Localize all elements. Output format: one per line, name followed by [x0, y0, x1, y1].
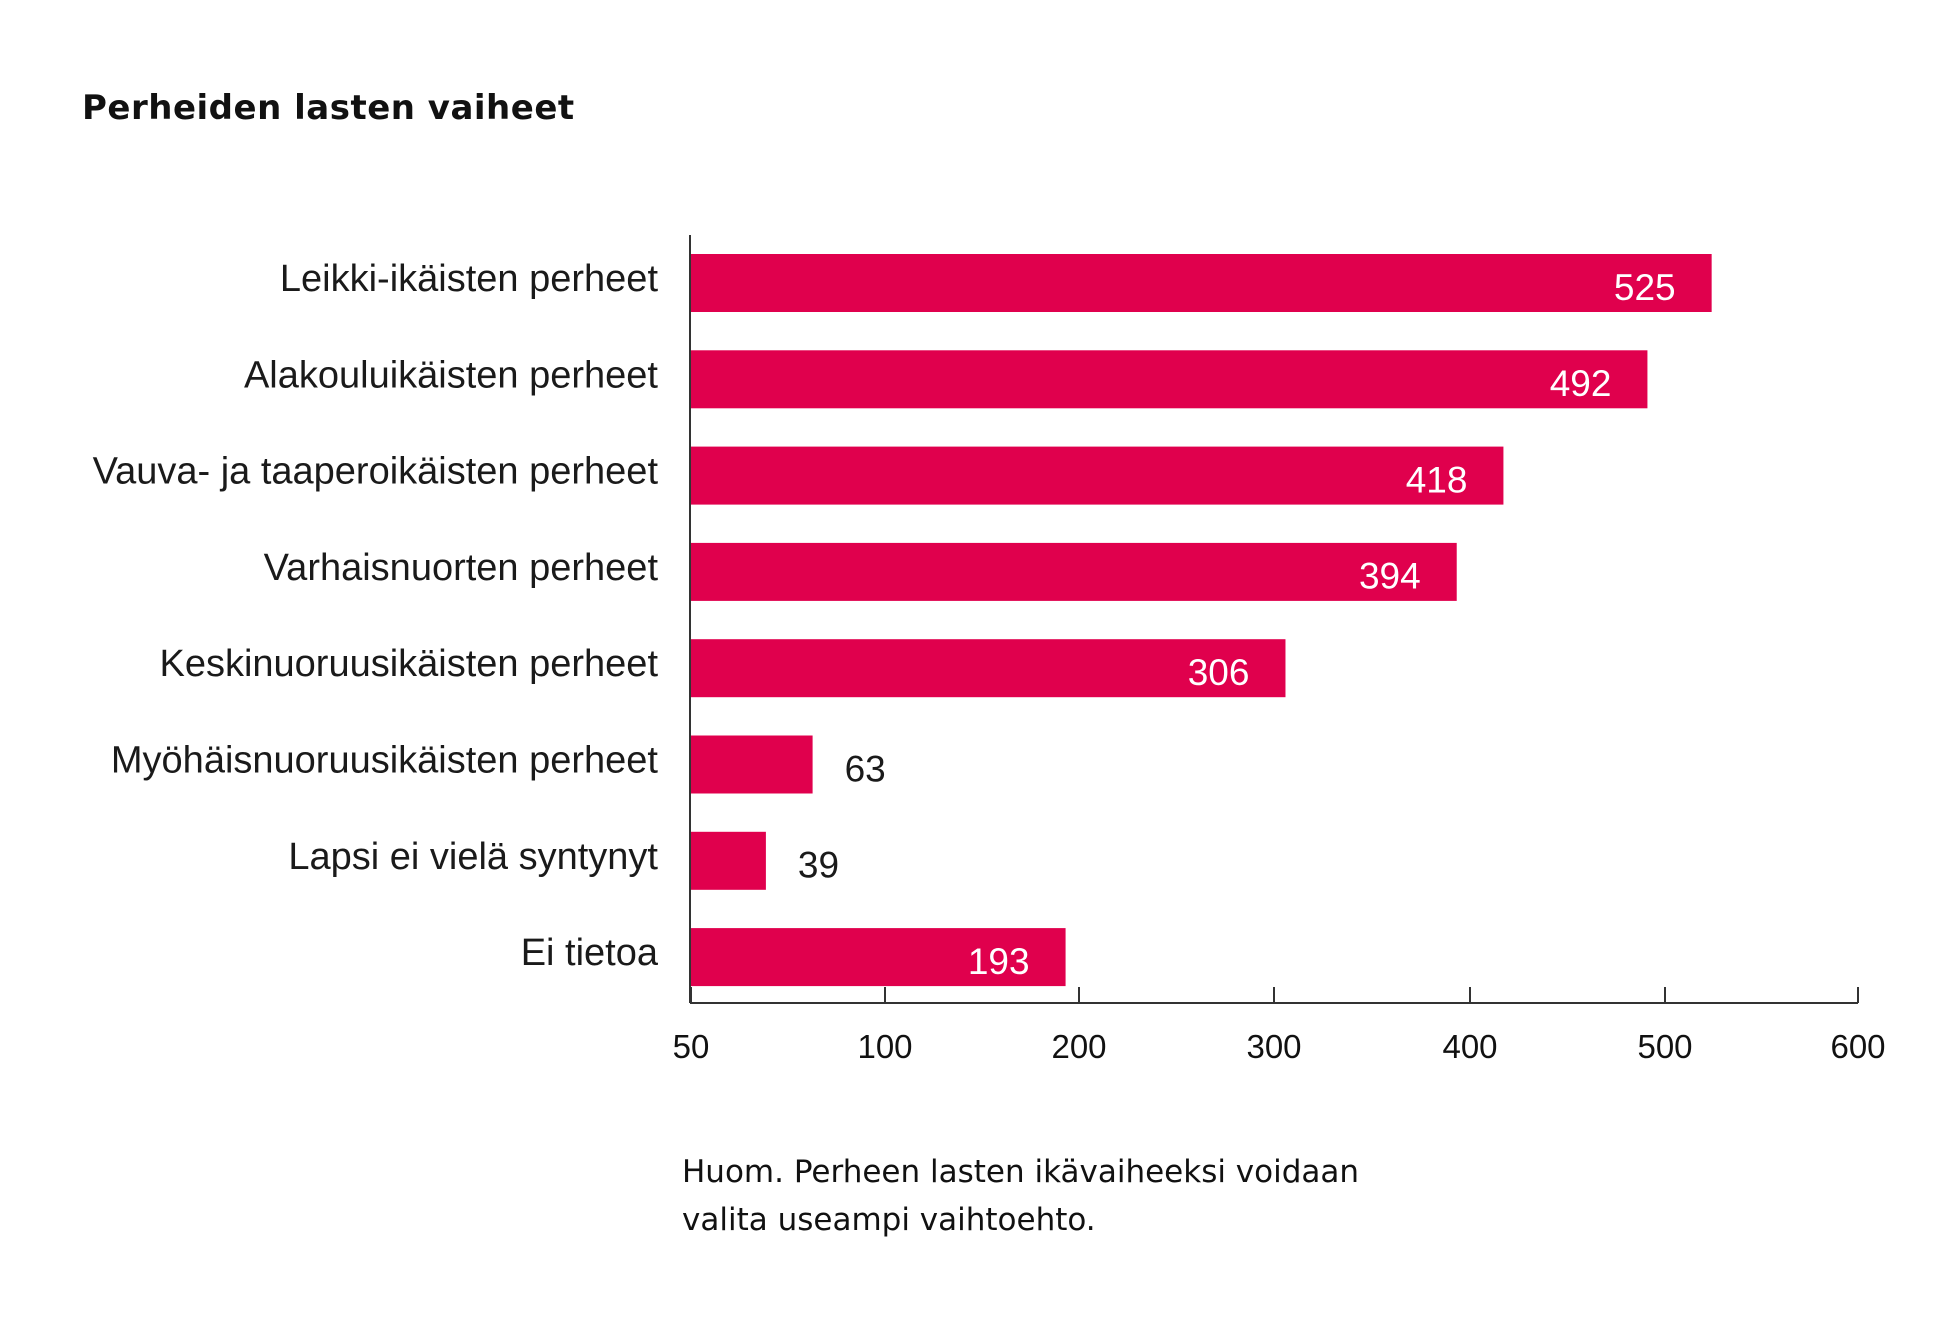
x-tick-label: 200 [1051, 1028, 1106, 1065]
bar-6 [690, 735, 813, 794]
bar-3 [690, 446, 1504, 505]
chart-note: Huom. Perheen lasten ikävaiheeksi voidaa… [682, 1154, 1360, 1238]
bar-7 [690, 831, 766, 890]
data-label: 525 [1614, 267, 1676, 308]
data-label: 418 [1406, 459, 1468, 500]
data-label: 193 [968, 941, 1030, 982]
bar-1 [690, 254, 1712, 312]
category-label: Alakouluikäisten perheet [244, 354, 658, 396]
bar-2 [690, 350, 1648, 409]
x-tick-label: 400 [1442, 1028, 1497, 1065]
data-label: 63 [845, 748, 886, 789]
x-tick-label: 500 [1637, 1028, 1692, 1065]
axis-layer: 50 100 200 300 400 500 600 [673, 235, 1886, 1065]
category-label: Keskinuoruusikäisten perheet [159, 643, 658, 685]
x-tick-label: 100 [857, 1028, 912, 1065]
category-label: Myöhäisnuoruusikäisten perheet [111, 740, 659, 782]
category-label: Ei tietoa [521, 932, 659, 974]
bar-4 [690, 542, 1457, 601]
bar-8 [690, 928, 1066, 987]
category-label: Leikki-ikäisten perheet [280, 258, 659, 300]
data-label: 394 [1359, 556, 1421, 597]
x-tick-label: 300 [1246, 1028, 1301, 1065]
x-tick-label: 600 [1830, 1028, 1885, 1065]
data-label: 39 [798, 845, 839, 886]
x-tick-label: 50 [673, 1028, 710, 1065]
category-label: Vauva- ja taaperoikäisten perheet [93, 451, 659, 493]
data-label: 492 [1550, 363, 1612, 404]
category-label: Lapsi ei vielä syntynyt [288, 836, 658, 878]
category-label: Varhaisnuorten perheet [264, 547, 659, 589]
bars-layer [690, 254, 1712, 987]
bar-5 [690, 639, 1286, 698]
chart-title: Perheiden lasten vaiheet [82, 88, 575, 128]
data-label: 306 [1188, 652, 1250, 693]
labels-layer: Leikki-ikäisten perheet 525 Alakouluikäist… [93, 258, 1676, 982]
